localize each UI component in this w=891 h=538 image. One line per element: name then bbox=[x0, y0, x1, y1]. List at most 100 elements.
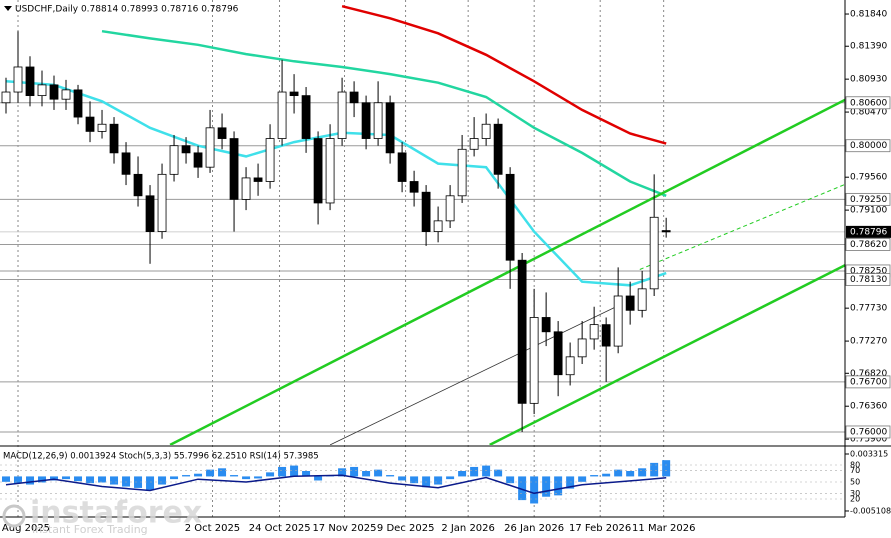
trend-line bbox=[169, 98, 845, 445]
candle-body bbox=[373, 102, 383, 139]
y-tick-label: 0.76360 bbox=[850, 402, 887, 412]
candle-body bbox=[325, 138, 335, 204]
macd-bar bbox=[182, 475, 191, 477]
candle-body bbox=[541, 317, 551, 333]
macd-bar bbox=[458, 471, 467, 477]
x-tick-label: 17 Feb 2026 bbox=[569, 523, 631, 534]
candle-body bbox=[13, 66, 23, 93]
macd-bar bbox=[398, 476, 407, 481]
macd-bar bbox=[2, 476, 11, 482]
x-tick-label: 2 Jan 2026 bbox=[441, 523, 495, 534]
candle-body bbox=[433, 220, 443, 232]
macd-bar bbox=[14, 476, 23, 484]
candle-body bbox=[457, 148, 467, 197]
candle-body bbox=[469, 138, 479, 150]
trend-line bbox=[489, 264, 845, 445]
macd-bar bbox=[506, 476, 515, 484]
level-label-box bbox=[845, 96, 891, 110]
macd-bar bbox=[110, 476, 119, 485]
macd-bar bbox=[98, 476, 107, 483]
candle-body bbox=[145, 195, 155, 232]
candle-body bbox=[157, 173, 167, 232]
candle-body bbox=[397, 152, 407, 182]
y-tick-label: 0.79100 bbox=[850, 206, 887, 216]
candle-body bbox=[289, 91, 299, 97]
candle-body bbox=[1, 91, 11, 104]
level-label: 0.80000 bbox=[850, 141, 887, 151]
x-tick-label: 9 Dec 2025 bbox=[377, 523, 435, 534]
macd-bar bbox=[662, 460, 671, 477]
menu-triangle[interactable] bbox=[4, 6, 12, 11]
candle-body bbox=[109, 123, 119, 154]
macd-bar bbox=[230, 475, 239, 477]
macd-bar bbox=[338, 468, 347, 477]
macd-tick-label: -0.005108 bbox=[850, 506, 891, 515]
moving-average bbox=[341, 4, 667, 145]
candle-body bbox=[25, 66, 35, 97]
price-axis: 0.81840 0.81390 0.80930 0.80470 0.79560 0.791… bbox=[845, 10, 891, 515]
macd-bar bbox=[62, 476, 71, 480]
level-label-box bbox=[845, 238, 891, 251]
level-label: 0.78130 bbox=[850, 275, 887, 285]
candle-body bbox=[517, 259, 527, 404]
level-label: 0.76000 bbox=[850, 427, 887, 437]
candle-body bbox=[61, 89, 71, 100]
macd-bar bbox=[374, 469, 383, 477]
candle-body bbox=[121, 152, 131, 175]
candle-body bbox=[265, 138, 275, 182]
macd-bar bbox=[194, 473, 203, 477]
level-label-box bbox=[845, 375, 891, 389]
macd-bar bbox=[578, 476, 587, 482]
macd-bar bbox=[242, 476, 251, 480]
macd-tick-label: 0.003315 bbox=[850, 449, 888, 458]
macd-bar bbox=[434, 476, 443, 485]
macd-bar bbox=[26, 476, 35, 485]
macd-bar bbox=[542, 476, 551, 497]
macd-bar bbox=[590, 475, 599, 477]
candle-body bbox=[253, 177, 263, 182]
level-label-box bbox=[845, 273, 891, 286]
candle-body bbox=[421, 191, 431, 232]
candle-body bbox=[649, 216, 659, 290]
level-label-box bbox=[845, 425, 891, 439]
candle-body bbox=[361, 102, 371, 139]
candle-body bbox=[385, 102, 395, 154]
level-label: 0.78250 bbox=[850, 266, 887, 276]
macd-bar bbox=[350, 466, 359, 477]
y-tick-label: 0.81390 bbox=[850, 42, 887, 52]
macd-bar bbox=[218, 468, 227, 477]
candle-body bbox=[73, 89, 83, 118]
indicator-header: MACD(12,26,9) 0.0013924 Stoch(5,3,3) 55.… bbox=[3, 452, 319, 462]
candle-body bbox=[169, 145, 179, 175]
chart-title: USDCHF,Daily 0.78814 0.78993 0.78716 0.7… bbox=[15, 5, 239, 15]
macd-bar bbox=[314, 476, 323, 481]
y-tick-label: 0.77730 bbox=[850, 304, 887, 314]
main-pane bbox=[1, 4, 845, 445]
y-tick-label: 0.81840 bbox=[850, 10, 887, 20]
candle-body bbox=[37, 84, 47, 97]
level-label: 0.79250 bbox=[850, 195, 887, 205]
candle-body bbox=[661, 230, 671, 233]
macd-bar bbox=[650, 462, 659, 477]
watermark-text: instaforex bbox=[30, 496, 202, 531]
macd-bar bbox=[602, 473, 611, 477]
level-label-box bbox=[845, 139, 891, 153]
macd-bar bbox=[470, 466, 479, 477]
candle-body bbox=[277, 91, 287, 139]
candle-body bbox=[349, 91, 359, 104]
x-tick-label: 2 Oct 2025 bbox=[185, 523, 240, 534]
macd-bar bbox=[446, 476, 455, 480]
candle-body bbox=[409, 181, 419, 193]
oscillator-tick-label: 30 bbox=[850, 489, 860, 498]
macd-bar bbox=[170, 476, 179, 480]
candle-body bbox=[505, 173, 515, 261]
y-tick-label: 0.75900 bbox=[850, 435, 887, 445]
macd-bar bbox=[614, 469, 623, 477]
candle-body bbox=[637, 288, 647, 311]
candle-body bbox=[181, 145, 191, 154]
macd-bar bbox=[290, 465, 299, 477]
candle-body bbox=[565, 356, 575, 376]
last-price-label: 0.78796 bbox=[850, 227, 887, 237]
watermark-subtext: Instant Forex Trading bbox=[32, 523, 148, 536]
